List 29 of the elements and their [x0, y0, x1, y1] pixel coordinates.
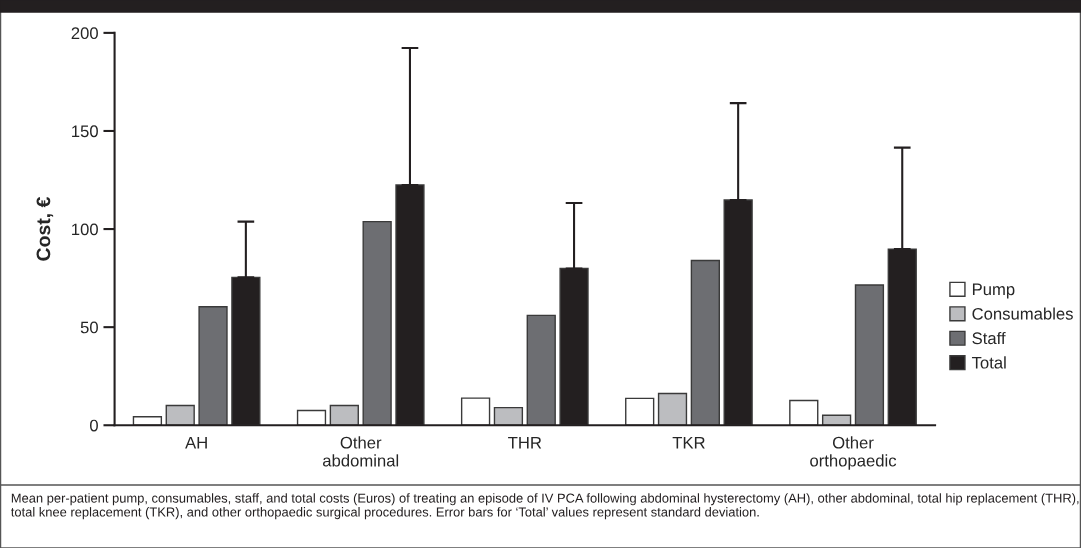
y-axis-title: Cost, € [36, 196, 54, 261]
bar [493, 406, 524, 426]
bar [198, 306, 228, 426]
x-tick-label: AH [185, 436, 207, 449]
x-tick-label: THR [508, 436, 542, 449]
legend-label: Consumables [972, 307, 1073, 320]
y-tick-label: 50 [80, 321, 98, 334]
x-tick-label: Other orthopaedic [810, 436, 897, 470]
y-tick-label: 100 [72, 223, 98, 236]
y-tick-label: 200 [71, 27, 98, 40]
bar [165, 404, 195, 426]
bar [460, 397, 491, 426]
y-tick-label: 0 [90, 419, 98, 432]
x-tick-label: TKR [672, 436, 705, 449]
bar [625, 397, 655, 426]
text: Mean per-patient pump, consumables, staff, and total costs (Euros) of treating an episode of IV PCA following abdominal hysterectomy (AH), other abdominal, total hip replacement (THR), total knee replacement (TKR), and other orthopaedic surgical procedures. Error bars for ‘Total’ values represent standard deviation. [11, 493, 1079, 520]
bar [789, 399, 819, 426]
bar [690, 259, 720, 426]
legend-label: Staff [972, 331, 1006, 345]
x-tick-label: Other abdominal [322, 436, 399, 467]
bar [657, 392, 688, 426]
bar [526, 314, 556, 426]
y-tick-label: 150 [72, 125, 98, 138]
bar [362, 220, 392, 426]
bar [329, 404, 359, 426]
bar [296, 409, 327, 426]
legend-label: Pump [972, 283, 1015, 299]
bar [854, 284, 885, 426]
legend-label: Total [971, 356, 1006, 369]
